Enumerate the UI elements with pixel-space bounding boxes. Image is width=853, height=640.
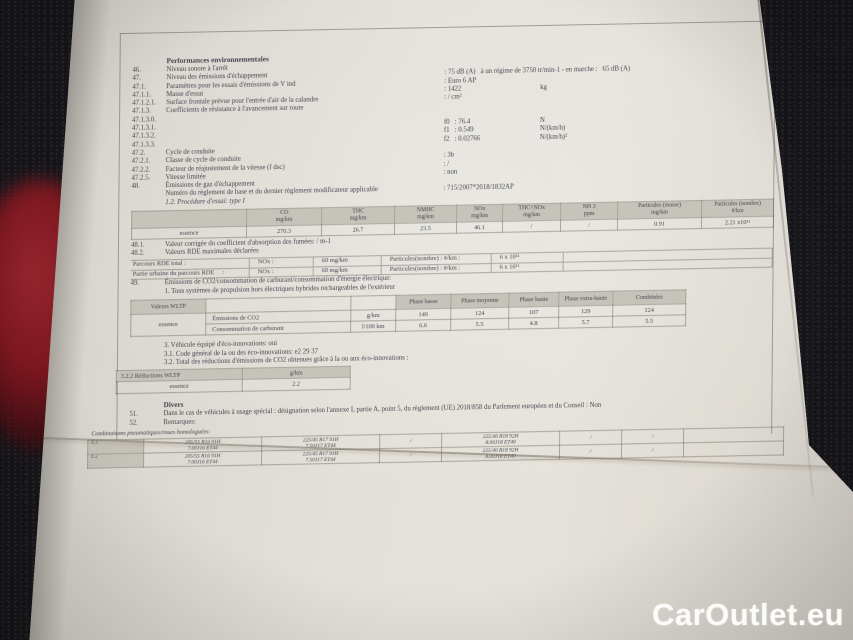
emissions-header-cell: NOx mg/km <box>456 204 503 223</box>
print-frame: Performances environnementales 46. Niveau… <box>87 20 784 469</box>
wltp-value: 6.6 <box>395 319 451 332</box>
tyre-cell: 225/45 R17 91H 7.50J17 ET44 <box>261 448 380 466</box>
fuel-label: essence <box>130 313 206 337</box>
rde-cell: 6 x 10¹¹ <box>490 252 563 263</box>
tyre-cell: / <box>379 433 442 449</box>
wltp-value: 5.5 <box>612 315 686 328</box>
wltp-unit: g/km <box>350 309 396 322</box>
wltp-phase-header: Phase haute <box>508 292 559 308</box>
wltp-value: 4.8 <box>508 317 559 330</box>
rde-cell: 60 mg/km <box>312 256 381 267</box>
emissions-value: 23.5 <box>394 222 457 235</box>
emissions-header-cell: Particules (nombre) #/km <box>701 199 774 218</box>
emissions-header-cell: THC mg/km <box>321 206 395 225</box>
emissions-header-cell: NH 3 ppm <box>560 202 618 221</box>
tyre-row-label: E.2 <box>87 453 144 469</box>
emissions-header-cell: NMHC mg/km <box>394 205 457 224</box>
emissions-value: / <box>502 220 561 233</box>
coc-content: Performances environnementales 46. Niveau… <box>87 22 784 469</box>
wltp-unit: l/100 km <box>350 320 396 333</box>
wltp-header-blank <box>350 295 396 311</box>
emissions-header-cell: Particules (masse) mg/km <box>617 200 702 220</box>
wltp-phase-header: Phase extra-haute <box>558 291 613 307</box>
item-value <box>443 192 539 202</box>
wltp-phase-header: Combinées <box>612 290 686 306</box>
item-num <box>131 199 165 208</box>
emissions-value: 46.1 <box>456 221 503 234</box>
tyre-cell <box>683 441 784 458</box>
wltp-phase-header: Phase basse <box>395 294 451 310</box>
tyre-cell: / <box>621 443 684 459</box>
watermark: CarOutlet.eu <box>651 597 844 632</box>
item-num: 52. <box>129 419 138 427</box>
wltp-value: 5.5 <box>450 318 509 331</box>
emissions-value: 26.7 <box>321 223 395 236</box>
tyre-cell: / <box>621 429 684 445</box>
tyre-cell: / <box>559 430 622 446</box>
emissions-value: / <box>560 219 618 232</box>
wltp-phase-header: Phase moyenne <box>450 293 509 309</box>
rde-cell: NOx : <box>248 257 313 268</box>
emissions-header-cell: CO mg/km <box>246 207 322 227</box>
wltp-corner: Valeurs WLTP <box>130 299 206 315</box>
wltp-value: 5.7 <box>558 316 613 329</box>
emissions-header-cell: THC+NOx mg/km <box>502 203 561 222</box>
emissions-value: 0.91 <box>617 217 702 231</box>
emissions-value: 2.21 x10¹¹ <box>701 216 774 229</box>
emissions-value: 270.3 <box>246 224 322 238</box>
item-num: 48.2. <box>130 250 145 258</box>
rde-cell: 6 x 10¹¹ <box>490 262 563 273</box>
